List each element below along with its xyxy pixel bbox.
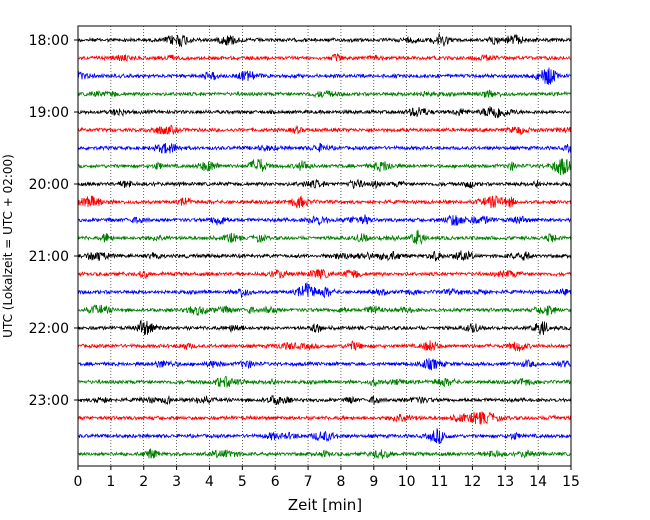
seismic-trace-1930 — [77, 142, 572, 154]
plot-background — [78, 26, 571, 466]
seismic-trace-2330 — [77, 428, 572, 444]
x-axis-ticks: 0 1 2 3 4 5 6 7 8 9 10 11 12 13 14 15 — [74, 466, 580, 490]
x-tick-label: 6 — [271, 474, 280, 490]
x-tick-label: 12 — [463, 474, 481, 490]
x-tick-label: 7 — [304, 474, 313, 490]
seismic-traces — [77, 33, 572, 459]
seismic-trace-2345 — [77, 448, 572, 459]
seismic-trace-1900 — [77, 106, 572, 119]
seismic-trace-2045 — [77, 229, 572, 246]
seismic-trace-2115 — [77, 269, 572, 280]
x-tick-label: 11 — [431, 474, 449, 490]
seismic-trace-1845 — [77, 89, 572, 99]
plot-frame — [77, 25, 572, 467]
x-tick-label: 5 — [238, 474, 247, 490]
seismic-trace-2200 — [77, 319, 572, 336]
seismic-trace-2015 — [77, 195, 572, 209]
x-axis-label: Zeit [min] — [288, 496, 362, 514]
x-tick-label: 1 — [106, 474, 115, 490]
x-tick-label: 10 — [398, 474, 416, 490]
x-tick-label: 13 — [496, 474, 514, 490]
y-axis-ticks: 18:00 19:00 20:00 21:00 22:00 23:00 — [29, 33, 78, 409]
y-tick-label: 21:00 — [29, 249, 69, 265]
x-tick-label: 8 — [336, 474, 345, 490]
seismic-trace-2100 — [77, 250, 572, 262]
y-tick-label: 18:00 — [29, 33, 69, 49]
seismic-trace-1815 — [77, 52, 572, 63]
x-tick-label: 3 — [172, 474, 181, 490]
seismic-trace-2145 — [77, 303, 572, 317]
y-tick-label: 23:00 — [29, 393, 69, 409]
y-tick-label: 22:00 — [29, 321, 69, 337]
seismic-trace-1800 — [77, 33, 572, 48]
y-tick-label: 19:00 — [29, 105, 69, 121]
seismic-trace-2230 — [77, 358, 572, 371]
seismic-trace-2300 — [77, 394, 572, 406]
seismic-trace-2130 — [77, 282, 572, 299]
x-tick-label: 0 — [74, 474, 83, 490]
seismic-trace-2245 — [77, 375, 572, 388]
seismic-trace-2215 — [77, 340, 572, 352]
seismic-trace-1915 — [77, 124, 572, 136]
x-tick-label: 9 — [369, 474, 378, 490]
seismic-trace-2000 — [77, 178, 572, 190]
y-tick-label: 20:00 — [29, 177, 69, 193]
seismic-trace-2315 — [77, 411, 572, 425]
seismic-trace-1830 — [77, 67, 572, 85]
y-axis-label: UTC (Lokalzeit = UTC + 02:00) — [1, 154, 15, 338]
x-tick-label: 4 — [205, 474, 214, 490]
seismic-trace-1945 — [77, 158, 572, 176]
grid-lines — [110, 26, 539, 466]
x-tick-label: 14 — [529, 474, 547, 490]
seismic-trace-2030 — [77, 214, 572, 227]
x-tick-label: 2 — [139, 474, 148, 490]
x-tick-label: 15 — [562, 474, 580, 490]
